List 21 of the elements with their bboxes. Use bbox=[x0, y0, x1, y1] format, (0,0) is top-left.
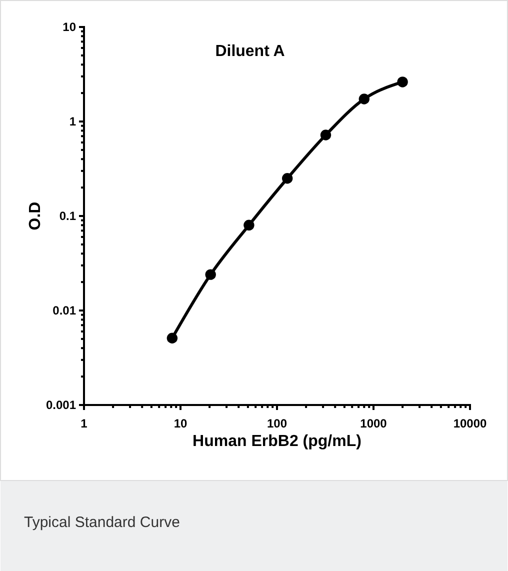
point bbox=[166, 332, 178, 344]
point bbox=[358, 94, 370, 104]
x-tick-label: 1 bbox=[80, 416, 88, 430]
y-axis-title: O.D bbox=[27, 202, 44, 230]
point bbox=[282, 173, 293, 184]
y-tick-label: 0.01 bbox=[52, 303, 76, 318]
y-tick-label: 0.1 bbox=[59, 208, 76, 223]
x-tick-label: 1000 bbox=[360, 416, 388, 430]
x-axis-title: Human ErbB2 (pg/mL) bbox=[192, 433, 362, 450]
y-tick-label: 0.001 bbox=[46, 398, 76, 412]
point bbox=[397, 76, 408, 88]
x-tick-label: 10 bbox=[174, 416, 188, 430]
point bbox=[244, 220, 254, 230]
y-tick-label: 10 bbox=[62, 20, 76, 34]
point bbox=[205, 269, 216, 280]
y-tick-label: 1 bbox=[69, 114, 76, 128]
x-tick-label: 10000 bbox=[453, 416, 488, 430]
text: Typical Standard Curve bbox=[24, 514, 180, 531]
text: Diluent A bbox=[215, 43, 286, 60]
point bbox=[320, 130, 332, 140]
x-tick-label: 100 bbox=[266, 416, 288, 430]
